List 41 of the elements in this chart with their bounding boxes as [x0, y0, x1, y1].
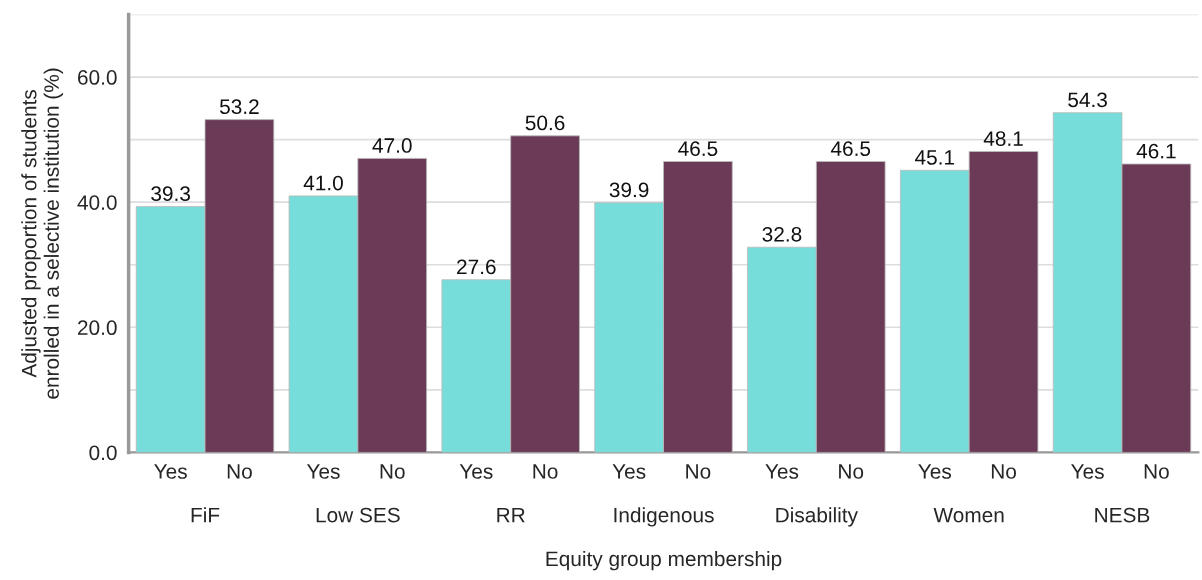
data-label: 39.9: [609, 182, 649, 198]
series-label: Yes: [154, 464, 187, 479]
text: No: [686, 464, 711, 479]
text: Yes: [306, 464, 340, 479]
x-axis-title: Equity group membership: [546, 550, 782, 571]
y-tick-label: 60.0: [78, 70, 117, 85]
data-label: 47.0: [372, 138, 412, 153]
data-label: 46.1: [1136, 143, 1176, 159]
data-label: 45.1: [914, 150, 955, 165]
x-tick-label: FiF: [191, 507, 220, 523]
data-label: 39.3: [151, 186, 190, 202]
x-tick-label: Disability: [776, 507, 858, 527]
data-label: 54.3: [1068, 92, 1107, 108]
data-label: 48.1: [983, 131, 1023, 146]
text: Yes: [1071, 464, 1104, 479]
y-tick-label: 20.0: [78, 320, 117, 336]
x-tick-label: Low SES: [316, 507, 400, 523]
data-label: 27.6: [457, 259, 496, 275]
text: No: [1144, 464, 1169, 479]
y-tick-label: 0.0: [89, 445, 117, 461]
x-tick-label: NESB: [1095, 507, 1150, 523]
x-tick-label: Women: [933, 507, 1004, 523]
text: Yes: [765, 464, 799, 479]
text: Yes: [459, 464, 493, 479]
x-tick-label: Indigenous: [614, 507, 714, 527]
text: No: [991, 464, 1016, 479]
text: Yes: [612, 464, 646, 479]
text: No: [839, 464, 864, 479]
text: No: [380, 464, 405, 479]
data-label: 53.2: [219, 99, 259, 115]
y-tick-label: 40.0: [77, 195, 117, 210]
data-label: 46.5: [830, 141, 871, 156]
text: No: [533, 464, 558, 479]
data-label: 50.6: [525, 115, 565, 131]
series-label: No: [227, 464, 252, 479]
data-label: 32.8: [762, 226, 802, 242]
text: Yes: [918, 464, 952, 479]
y-axis-title: Adjusted proportion of students enrolled in a selective institution (%): [21, 68, 64, 399]
data-label: 41.0: [303, 175, 343, 191]
x-tick-label: RR: [497, 507, 525, 523]
data-label: 46.5: [678, 141, 718, 156]
